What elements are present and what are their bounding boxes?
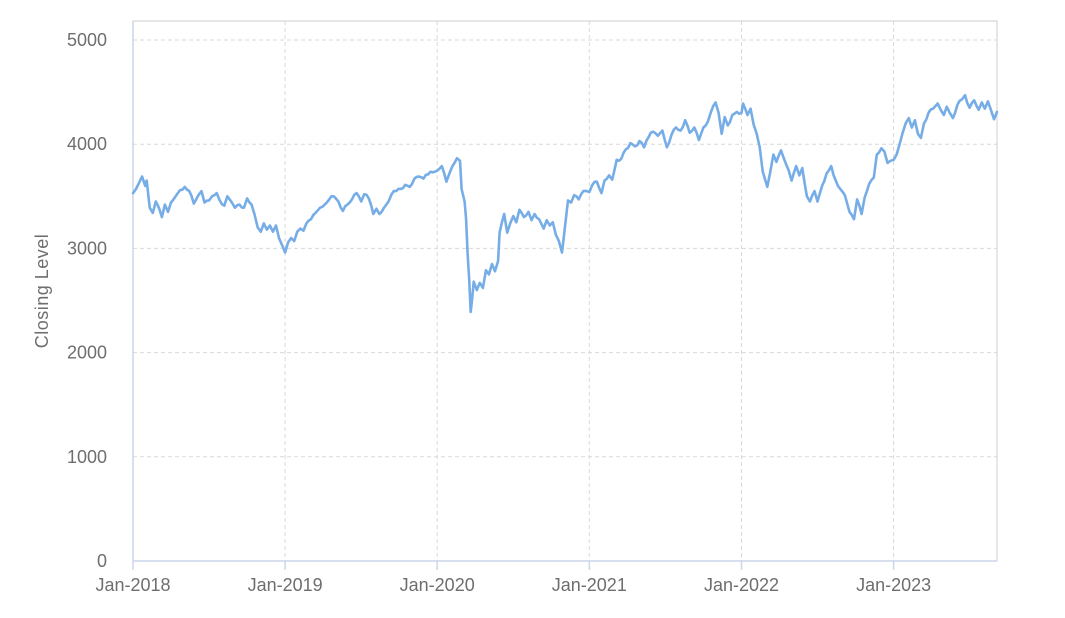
y-tick-label: 2000	[67, 343, 107, 363]
axis-tick-labels: 0 1000 2000 3000 4000 5000 Jan-2018 Jan-2019 Jan…	[67, 30, 931, 595]
axes	[132, 20, 998, 570]
x-tick-label: Jan-2022	[704, 575, 779, 595]
y-axis-title: Closing Level	[32, 234, 52, 349]
x-tick-label: Jan-2020	[400, 575, 475, 595]
x-tick-label: Jan-2018	[95, 575, 170, 595]
x-tick-label: Jan-2019	[248, 575, 323, 595]
gridlines	[133, 21, 997, 561]
y-tick-label: 1000	[67, 447, 107, 467]
x-tick-label: Jan-2023	[856, 575, 931, 595]
series-path	[131, 93, 999, 314]
series-line	[131, 93, 999, 314]
y-tick-label: 4000	[67, 134, 107, 154]
y-tick-label: 0	[97, 551, 107, 571]
y-tick-label: 5000	[67, 30, 107, 50]
x-tick-label: Jan-2021	[552, 575, 627, 595]
plot-border	[132, 20, 998, 562]
y-tick-label: 3000	[67, 238, 107, 258]
